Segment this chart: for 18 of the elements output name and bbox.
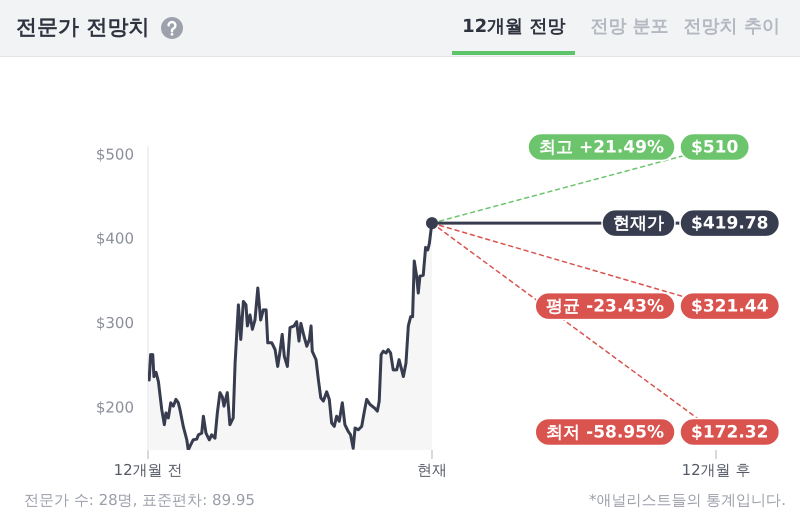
data-label: $172.32 <box>691 422 768 442</box>
y-tick-label: $500 <box>96 145 134 164</box>
x-tick-label: 현재 <box>417 460 447 479</box>
series-label: 최저 -58.95% <box>546 422 664 442</box>
series-label: 현재가 <box>613 214 664 234</box>
x-tick-label: 12개월 후 <box>682 460 750 479</box>
x-tick-label: 12개월 전 <box>114 460 182 479</box>
y-tick-label: $400 <box>96 230 134 248</box>
series-label: 평균 -23.43% <box>546 296 664 317</box>
text: 전문가 수: 28명, 표준편차: 89.95 <box>24 491 255 510</box>
data-label: $510 <box>691 137 738 158</box>
legend-label: 최고 +21.49% <box>539 137 664 158</box>
y-tick-label: $200 <box>96 398 134 417</box>
data-label: $419.78 <box>691 214 768 234</box>
text: *애널리스트들의 통계입니다. <box>588 491 786 510</box>
chart-title: 전문가 전망치 <box>16 14 150 41</box>
data-label: $321.44 <box>691 296 769 317</box>
y-tick-label: $300 <box>96 314 134 332</box>
